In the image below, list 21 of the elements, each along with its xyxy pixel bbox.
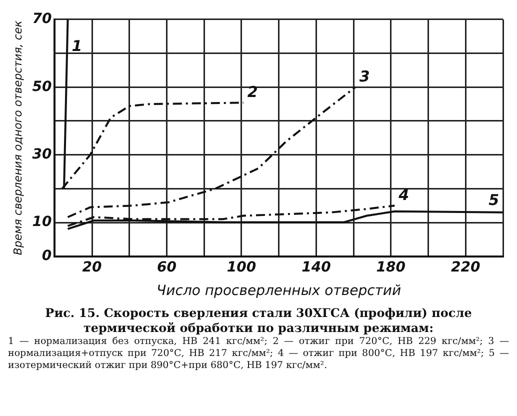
x-tick-label: 140 bbox=[302, 259, 332, 276]
y-tick-label: 30 bbox=[32, 146, 52, 162]
y-axis-title: Время сверления одного отверстия, сек bbox=[11, 20, 24, 256]
series-label: 3 bbox=[359, 68, 370, 86]
line-series bbox=[66, 86, 356, 218]
text: Рис. 15. Скорость сверления стали 30ХГСА (профили) после термической обработки по различным режимам: bbox=[44, 306, 473, 336]
x-tick-label: 180 bbox=[376, 259, 406, 276]
text: 1 — нормализация без отпуска, НВ 241 кгс/мм²; 2 — отжиг при 720°С, НВ 229 кгс/мм²; 3 — нормализация+отпуск при 720°С, НВ 217 кгс/мм²; 4 — отжиг при 800°С, НВ 197 кгс/мм²; 5 — изотермический отжиг при 890°С+при 680°С, НВ 197 кгс/мм². bbox=[8, 336, 509, 372]
x-tick-label: 60 bbox=[157, 259, 177, 276]
x-tick-label: 20 bbox=[82, 259, 102, 276]
series-label: 4 bbox=[398, 186, 410, 204]
y-tick-label: 0 bbox=[42, 248, 52, 264]
series-label: 5 bbox=[488, 190, 499, 209]
y-tick-label: 10 bbox=[32, 214, 52, 230]
y-tick-label: 70 bbox=[32, 11, 52, 28]
series-label: 2 bbox=[247, 83, 258, 102]
x-tick-label: 100 bbox=[226, 259, 256, 276]
series-label: 1 bbox=[72, 36, 82, 55]
x-axis-title: Число просверленных отверстий bbox=[156, 283, 402, 300]
x-tick-label: 220 bbox=[451, 259, 481, 276]
y-tick-label: 50 bbox=[32, 78, 52, 95]
